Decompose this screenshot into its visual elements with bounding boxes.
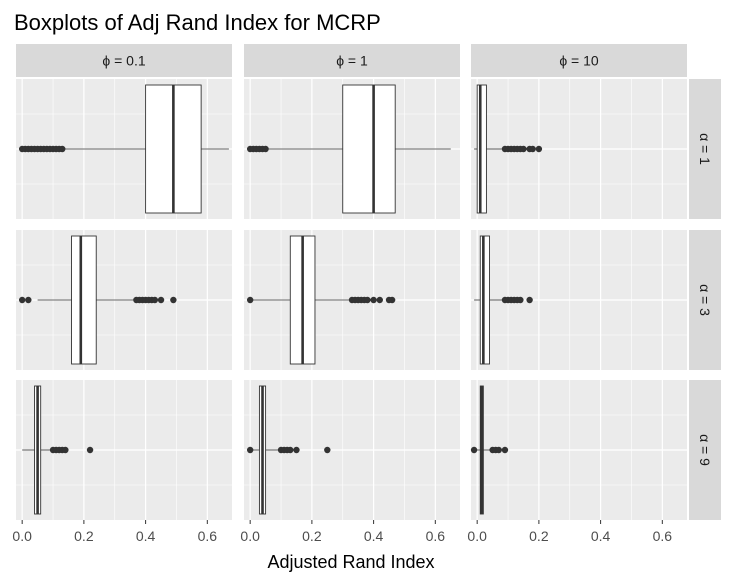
box (342, 84, 396, 214)
column-strip-label-1: ϕ = 0.1 (102, 53, 145, 69)
boxplot-r2-c2 (246, 235, 396, 365)
outlier-point (246, 296, 254, 304)
boxplot-r3-c2 (246, 385, 331, 515)
row-strip-1 (689, 79, 721, 219)
outlier-point (324, 446, 331, 454)
outlier-point (526, 296, 533, 304)
outlier-point (535, 145, 543, 153)
facet-strips: ϕ = 0.1 ϕ = 1 ϕ = 10 α = 1 α = 3 α = 9 (16, 44, 721, 520)
row-strip-3 (689, 380, 721, 520)
column-strip-label-3: ϕ = 10 (559, 53, 599, 69)
boxplot-r1-c1 (18, 84, 229, 214)
outlier-point (18, 296, 26, 304)
outlier-point (501, 446, 509, 454)
x-tick-label: 0.4 (136, 528, 156, 544)
x-tick-label: 0.0 (467, 528, 487, 544)
x-axis: 0.0 0.2 0.4 0.6 0.0 0.2 0.4 0.6 0.0 0.2 0.4 0.6 (12, 520, 672, 544)
outlier-point (157, 296, 165, 304)
x-tick-label: 0.2 (302, 528, 322, 544)
column-strip-3 (471, 44, 687, 77)
row-strip-label-3: α = 9 (697, 434, 713, 466)
x-tick-label: 0.6 (653, 528, 673, 544)
boxplot-r1-c3 (474, 84, 543, 214)
box (479, 235, 490, 365)
x-tick-label: 0.4 (364, 528, 384, 544)
x-tick-label: 0.6 (198, 528, 218, 544)
row-strip-label-1: α = 1 (697, 133, 713, 165)
boxplot-r3-c1 (22, 385, 94, 515)
row-strip-2 (689, 230, 721, 370)
x-tick-label: 0.4 (591, 528, 611, 544)
x-tick-label: 0.6 (426, 528, 446, 544)
box (476, 84, 487, 214)
outlier-point (59, 145, 66, 153)
outlier-point (529, 145, 536, 153)
outlier-point (287, 446, 294, 454)
outlier-point (86, 446, 94, 454)
facet-panels (16, 79, 687, 520)
outlier-point (388, 296, 396, 304)
column-strip-1 (16, 44, 232, 77)
outlier-point (495, 446, 502, 454)
outlier-point (293, 446, 300, 454)
x-tick-label: 0.2 (74, 528, 94, 544)
outlier-point (151, 296, 159, 304)
x-tick-label: 0.2 (529, 528, 549, 544)
row-strip-label-2: α = 3 (697, 284, 713, 316)
x-axis-label: Adjusted Rand Index (267, 552, 434, 572)
outlier-point (170, 296, 177, 304)
outlier-point (517, 296, 524, 304)
outlier-point (262, 145, 269, 153)
boxplot-r2-c1 (18, 235, 177, 365)
boxplot-r1-c2 (246, 84, 451, 214)
outlier-point (62, 446, 69, 454)
outlier-point (246, 446, 254, 454)
x-tick-label: 0.0 (12, 528, 32, 544)
outlier-point (376, 296, 383, 304)
outlier-point (520, 145, 527, 153)
x-tick-label: 0.0 (240, 528, 260, 544)
outlier-point (470, 446, 478, 454)
outlier-point (25, 296, 32, 304)
column-strip-label-2: ϕ = 1 (336, 53, 368, 69)
box (71, 235, 97, 365)
outlier-point (370, 296, 377, 304)
outlier-point (364, 296, 371, 304)
column-strip-2 (244, 44, 460, 77)
boxplot-r3-c3 (470, 385, 509, 515)
boxplot-r2-c3 (474, 235, 533, 365)
chart-title: Boxplots of Adj Rand Index for MCRP (14, 10, 381, 35)
